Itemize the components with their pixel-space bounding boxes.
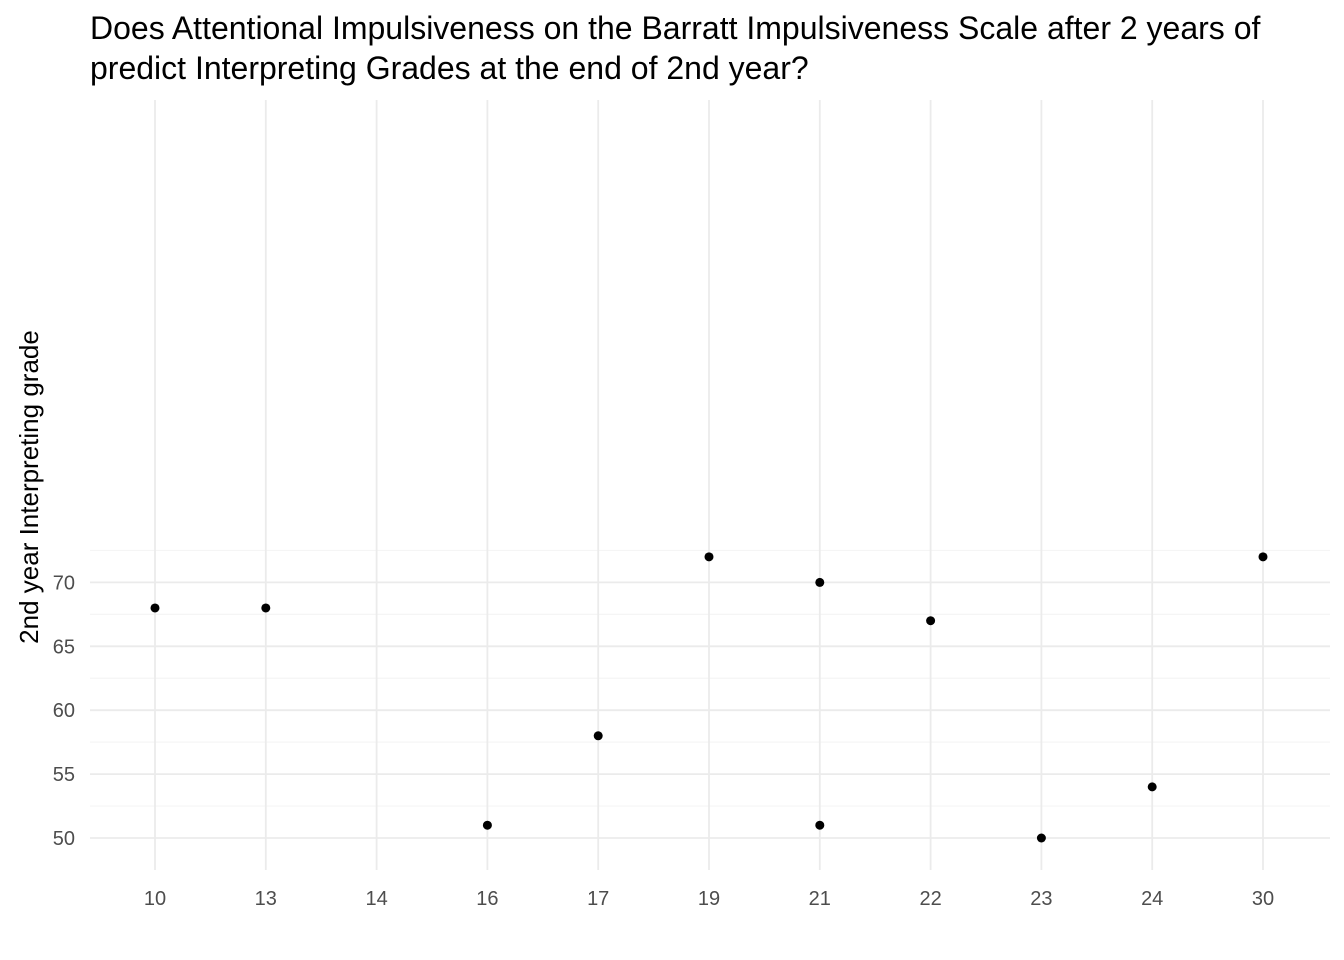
data-point <box>1147 782 1157 792</box>
chart-title-line-2: predict Interpreting Grades at the end o… <box>90 50 809 86</box>
data-point <box>1258 552 1268 562</box>
data-point <box>815 577 825 587</box>
x-tick-label: 23 <box>1030 888 1052 910</box>
x-tick-label: 22 <box>919 888 941 910</box>
x-tick-label: 30 <box>1252 888 1274 910</box>
data-point <box>815 820 825 830</box>
minor-grid-lines <box>90 549 1330 807</box>
y-axis-tick-labels: 50 55 60 65 70 <box>53 572 75 850</box>
x-tick-label: 24 <box>1141 888 1163 910</box>
x-tick-label: 13 <box>255 888 277 910</box>
x-tick-label: 17 <box>587 888 609 910</box>
data-point <box>593 731 603 741</box>
y-tick-label: 70 <box>53 572 75 594</box>
data-point <box>704 552 714 562</box>
data-point <box>150 603 160 613</box>
x-tick-label: 10 <box>144 888 166 910</box>
data-point <box>926 616 936 626</box>
y-axis-title: 2nd year Interpreting grade <box>14 330 44 644</box>
data-point <box>482 820 492 830</box>
y-tick-label: 60 <box>53 700 75 722</box>
data-points <box>150 552 1268 843</box>
x-tick-label: 21 <box>809 888 831 910</box>
x-tick-label: 14 <box>365 888 387 910</box>
data-point <box>261 603 271 613</box>
y-tick-label: 50 <box>53 828 75 850</box>
major-grid-lines <box>90 100 1330 870</box>
y-tick-label: 65 <box>53 636 75 658</box>
x-tick-label: 19 <box>698 888 720 910</box>
chart-title-line-1: Does Attentional Impulsiveness on the Ba… <box>90 10 1261 46</box>
x-tick-label: 16 <box>476 888 498 910</box>
x-axis-tick-labels: 10 13 14 16 17 19 21 22 23 24 30 <box>144 888 1274 910</box>
data-point <box>1036 833 1046 843</box>
y-tick-label: 55 <box>53 764 75 786</box>
